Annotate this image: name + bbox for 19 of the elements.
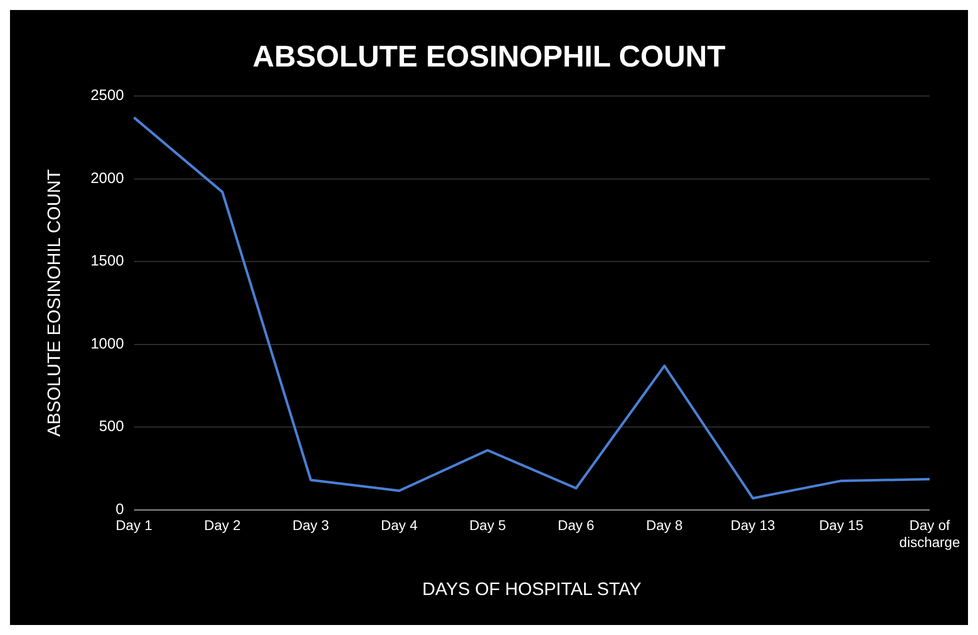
x-tick-label: Day 1 [116,517,152,534]
x-tick-label: Day of discharge [899,517,960,550]
y-tick-label: 2000 [90,170,124,187]
y-tick-label: 0 [116,500,124,518]
x-tick-label: Day 6 [558,517,595,534]
x-tick-label: Day 15 [819,517,864,534]
y-tick-label: 500 [98,418,124,436]
y-axis-title: ABSOLUTE EOSINOHIL COUNT [44,169,64,437]
x-tick-label: Day 4 [380,517,418,534]
y-tick-label: 1000 [90,335,124,352]
x-tick-label: Day 13 [730,517,776,534]
y-tick-label: 2500 [90,87,124,104]
x-tick-label: Day 3 [292,517,330,534]
chart-title: ABSOLUTE EOSINOPHIL COUNT [252,40,726,74]
x-axis-title: DAYS OF HOSPITAL STAY [422,579,642,600]
y-tick-label: 1500 [90,252,124,270]
x-tick-label: Day 2 [204,517,241,534]
x-tick-label: Day 5 [469,517,506,534]
x-tick-label: Day 8 [646,517,683,534]
